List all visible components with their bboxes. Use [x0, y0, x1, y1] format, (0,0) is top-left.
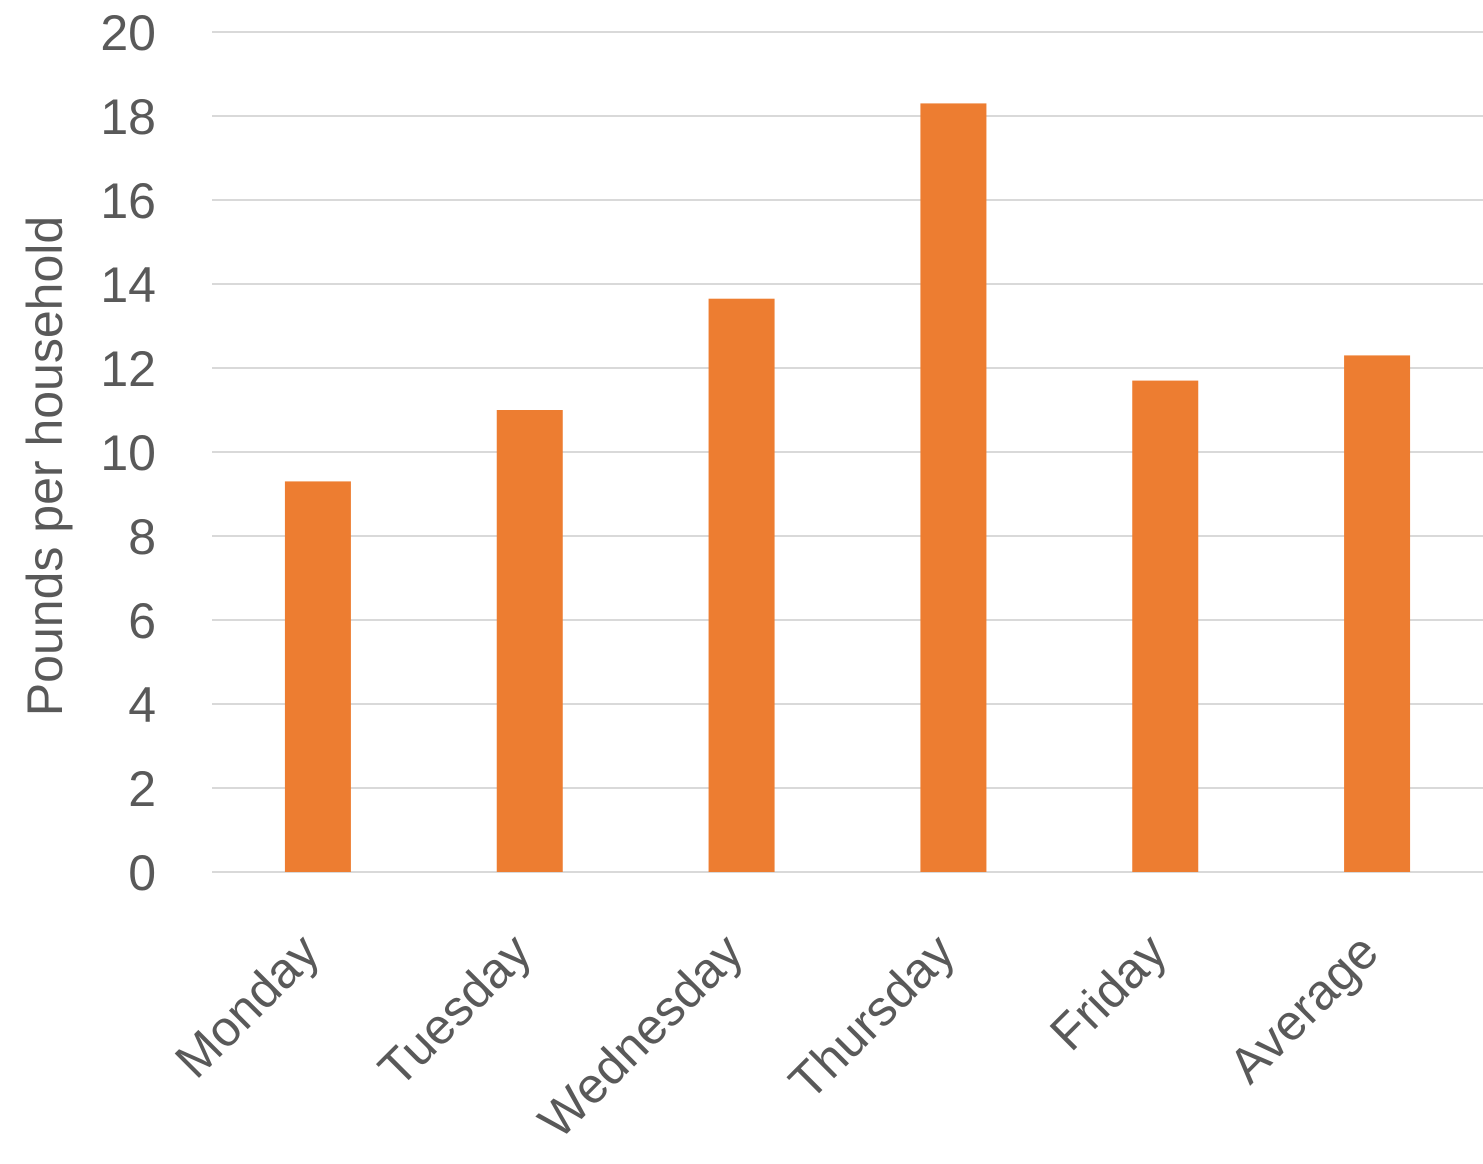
y-tick-label: 14: [100, 257, 156, 313]
x-tick-label: Wednesday: [528, 923, 754, 1149]
y-axis-title: Pounds per household: [17, 216, 73, 716]
x-tick-label: Thursday: [778, 923, 965, 1110]
y-tick-label: 12: [100, 341, 156, 397]
y-tick-label: 18: [100, 89, 156, 145]
x-tick-label: Friday: [1039, 923, 1177, 1061]
y-tick-label: 20: [100, 5, 156, 61]
x-tick-label: Tuesday: [368, 923, 542, 1097]
bar-friday: [1132, 380, 1199, 872]
y-tick-label: 4: [128, 677, 156, 733]
bar-tuesday: [496, 410, 563, 872]
y-tick-label: 6: [128, 593, 156, 649]
bars: [284, 103, 1411, 872]
bar-monday: [284, 481, 351, 872]
y-tick-label: 2: [128, 761, 156, 817]
bar-average: [1344, 355, 1411, 872]
x-tick-label: Monday: [164, 923, 329, 1088]
bar-wednesday: [708, 298, 775, 872]
y-axis-ticks: 0 2 4 6 8 10 12 14 16 18 20: [100, 5, 156, 901]
x-tick-label: Average: [1218, 923, 1389, 1094]
y-tick-label: 8: [128, 509, 156, 565]
y-tick-label: 16: [100, 173, 156, 229]
y-tick-label: 0: [128, 845, 156, 901]
gridlines: [212, 31, 1483, 873]
y-tick-label: 10: [100, 425, 156, 481]
bar-thursday: [920, 103, 987, 872]
